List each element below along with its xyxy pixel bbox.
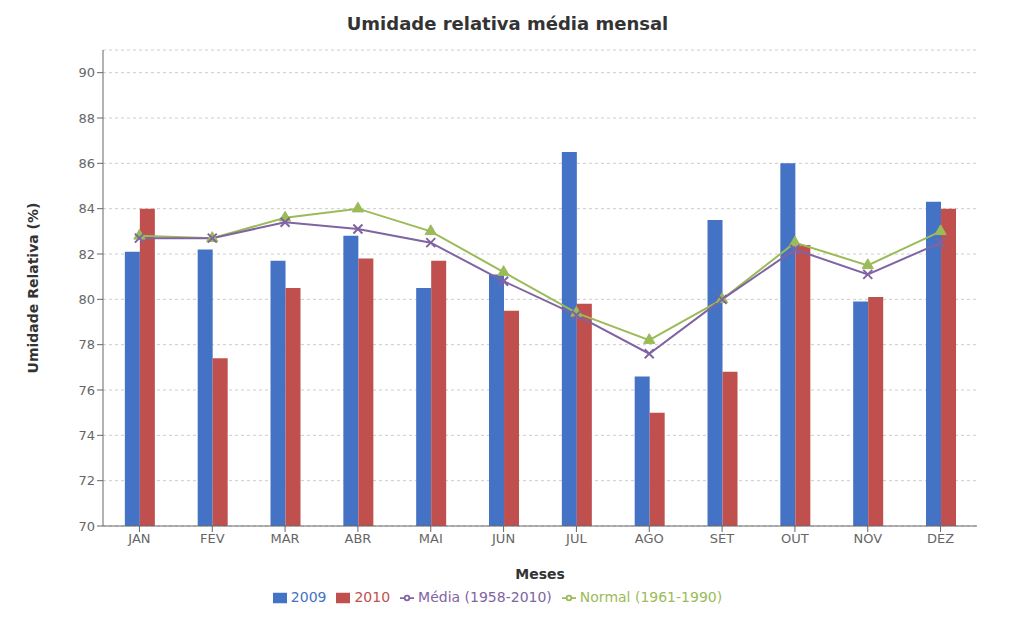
svg-text:JUL: JUL: [565, 531, 587, 546]
svg-text:Meses: Meses: [515, 566, 565, 582]
svg-text:80: 80: [78, 292, 95, 307]
html-text:2009: 2009: [290, 589, 327, 605]
svg-text:AGO: AGO: [635, 531, 664, 546]
svg-text:JAN: JAN: [127, 531, 150, 546]
svg-text:ABR: ABR: [344, 531, 371, 546]
svg-text:Umidade Relativa (%): Umidade Relativa (%): [25, 203, 41, 374]
svg-text:70: 70: [78, 519, 95, 534]
svg-text:SET: SET: [710, 531, 734, 546]
svg-text:84: 84: [78, 201, 95, 216]
svg-text:FEV: FEV: [200, 531, 225, 546]
svg-text:74: 74: [78, 428, 95, 443]
svg-text:88: 88: [78, 111, 95, 126]
svg-text:DEZ: DEZ: [927, 531, 954, 546]
svg-text:86: 86: [78, 156, 95, 171]
svg-text:MAR: MAR: [271, 531, 300, 546]
svg-text:90: 90: [78, 65, 95, 80]
html-text:Média (1958-2010): Média (1958-2010): [418, 589, 552, 605]
html-text:2010: 2010: [354, 589, 391, 605]
svg-text:MAI: MAI: [419, 531, 443, 546]
svg-text:72: 72: [78, 473, 95, 488]
svg-text:82: 82: [78, 247, 95, 262]
svg-text:78: 78: [78, 337, 95, 352]
svg-text:NOV: NOV: [853, 531, 882, 546]
svg-text:OUT: OUT: [781, 531, 809, 546]
svg-text:76: 76: [78, 383, 95, 398]
svg-text:JUN: JUN: [491, 531, 515, 546]
html-text:Normal (1961-1990): Normal (1961-1990): [579, 589, 723, 605]
html-text:Umidade relativa média mensal: Umidade relativa média mensal: [346, 13, 669, 34]
